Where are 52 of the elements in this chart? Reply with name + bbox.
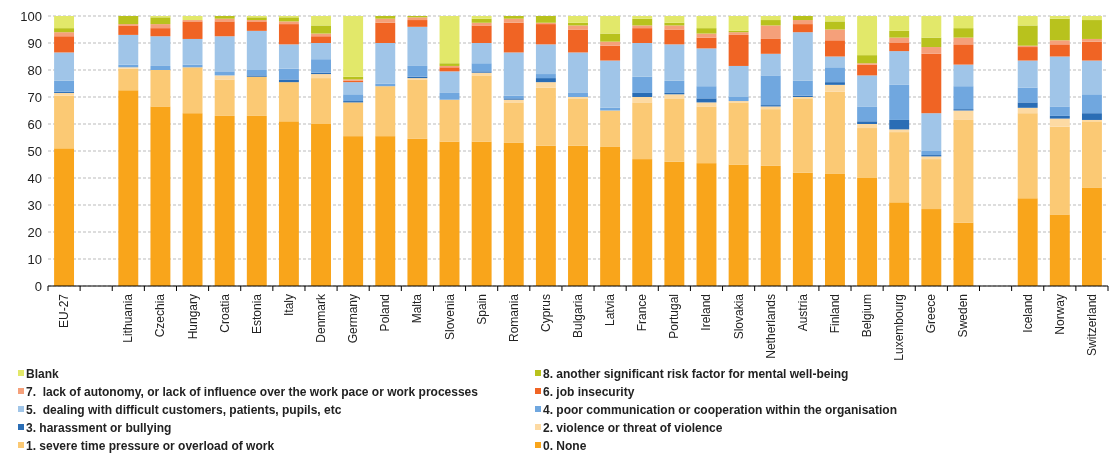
y-tick-label: 100 bbox=[20, 8, 42, 24]
x-tick-label: Bulgaria bbox=[571, 293, 585, 339]
y-tick-label: 0 bbox=[34, 278, 42, 294]
legend-label: 5. dealing with difficult customers, patients, pupils, etc bbox=[26, 403, 342, 418]
x-tick-label: Austria bbox=[795, 293, 810, 332]
y-tick-label: 30 bbox=[27, 197, 42, 213]
x-tick-label: Iceland bbox=[1020, 294, 1035, 333]
x-tick-label: Estonia bbox=[249, 293, 264, 335]
x-tick-label: Belgium bbox=[860, 294, 875, 338]
y-tick-label: 60 bbox=[27, 116, 42, 132]
x-tick-label: Italy bbox=[281, 294, 296, 317]
x-tick-label: Hungary bbox=[185, 294, 200, 340]
x-tick-label: Germany bbox=[346, 294, 361, 344]
y-tick-label: 50 bbox=[27, 143, 42, 159]
x-tick-label: Lithuania bbox=[121, 293, 136, 343]
x-tick-label: Slovenia bbox=[442, 293, 457, 341]
legend-label: 8. another significant risk factor for mental well-being bbox=[543, 367, 849, 382]
x-tick-label: Ireland bbox=[699, 294, 714, 331]
legend-label: Blank bbox=[26, 367, 59, 382]
legend-label: 1. severe time pressure or overload of work bbox=[26, 439, 275, 454]
x-tick-label: Luxembourg bbox=[892, 294, 907, 361]
y-tick-label: 40 bbox=[27, 170, 42, 186]
legend-label: 4. poor communication or cooperation within the organisation bbox=[543, 403, 898, 418]
x-tick-label: France bbox=[635, 293, 650, 332]
x-tick-label: Latvia bbox=[603, 293, 618, 327]
x-tick-label: Denmark bbox=[314, 293, 329, 343]
x-tick-label: Switzerland bbox=[1084, 294, 1099, 357]
x-tick-label: Slovakia bbox=[731, 293, 746, 340]
y-tick-label: 20 bbox=[27, 224, 42, 240]
y-tick-label: 90 bbox=[27, 35, 42, 51]
x-tick-label: Finland bbox=[827, 294, 842, 334]
x-tick-label: Poland bbox=[378, 294, 393, 332]
x-tick-label: Croatia bbox=[217, 293, 232, 333]
x-tick-label: Malta bbox=[410, 293, 425, 324]
legend-label: 6. job insecurity bbox=[543, 385, 635, 400]
y-tick-label: 10 bbox=[27, 251, 42, 267]
y-tick-label: 70 bbox=[27, 89, 42, 105]
y-tick-label: 80 bbox=[27, 62, 42, 78]
x-tick-label: Cyprus bbox=[538, 294, 553, 333]
legend-label: 3. harassment or bullying bbox=[26, 421, 172, 436]
x-tick-label: Romania bbox=[506, 293, 521, 343]
legend-label: 0. None bbox=[543, 439, 587, 454]
x-tick-label: EU-27 bbox=[57, 293, 72, 329]
x-tick-label: Czechia bbox=[153, 293, 168, 338]
legend-label: 2. violence or threat of violence bbox=[543, 421, 723, 436]
legend-label: 7. lack of autonomy, or lack of influence over the work pace or work processes bbox=[26, 385, 479, 400]
x-tick-label: Norway bbox=[1052, 294, 1067, 335]
x-tick-label: Portugal bbox=[667, 294, 682, 339]
x-tick-label: Sweden bbox=[956, 294, 971, 338]
x-tick-label: Netherlands bbox=[763, 294, 778, 359]
x-tick-label: Spain bbox=[474, 294, 489, 325]
x-tick-label: Greece bbox=[924, 293, 939, 334]
